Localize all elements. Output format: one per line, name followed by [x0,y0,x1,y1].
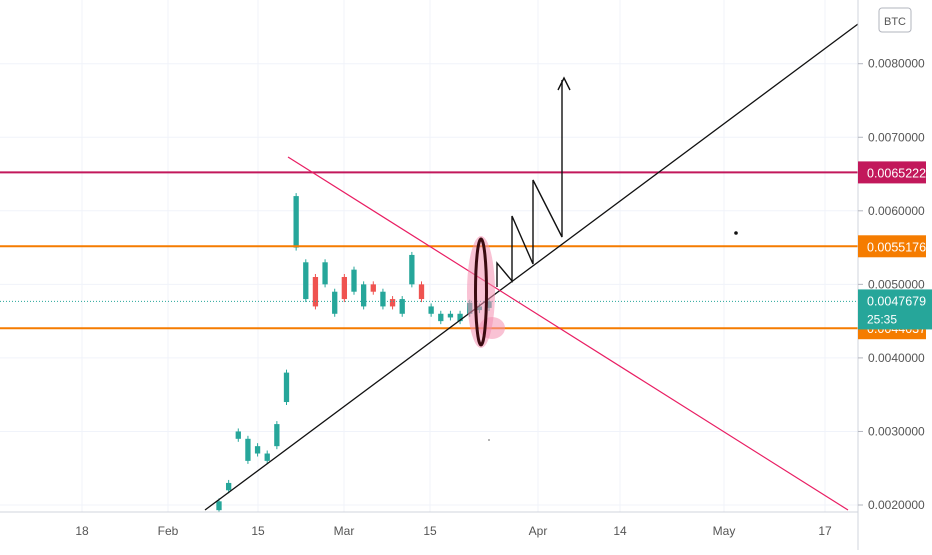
currency-label: BTC [884,16,906,28]
candle [457,313,463,322]
projection-arrow-head [557,76,571,91]
candle [283,372,290,403]
candle [312,277,319,307]
x-axis: 18 Feb 15 Mar 15 Apr 14 May 17 [0,511,932,550]
candle [293,196,299,248]
candle [351,269,357,292]
marker-dot-faint [488,439,490,441]
highlight-ellipse [474,237,488,347]
y-tick-label: 0.0060000 [868,204,925,218]
candle [245,438,251,461]
y-tick-label: 0.0030000 [868,424,925,438]
y-tick-label: 0.0080000 [868,57,925,71]
y-tick-label: 0.0050000 [868,277,925,291]
x-tick-label: 17 [818,524,832,538]
candle [438,313,444,322]
y-tick-label: 0.0020000 [868,498,925,512]
currency-badge-box[interactable] [878,7,912,33]
last-price-badge [858,289,932,330]
candle [341,277,348,300]
projection-arrow [496,80,563,287]
marker-dot [734,231,738,235]
candle [332,291,338,314]
currency-badge[interactable]: BTC [878,7,912,33]
price-label-text: 0.0065222 [867,166,926,180]
y-tick-label: 0.0040000 [868,351,925,365]
candle [428,306,434,314]
countdown-text: 25:35 [867,312,897,326]
candle [225,482,232,491]
candle [370,284,376,292]
candle [409,254,415,285]
candle [418,284,425,300]
candle [216,501,222,511]
x-tick-label: Mar [334,524,355,538]
price-label-box [858,235,926,258]
x-tick-label: 15 [423,524,437,538]
candle [389,299,396,307]
x-tick-label: 14 [613,524,627,538]
candle [235,431,241,439]
x-tick-label: 18 [75,524,89,538]
candle [274,424,280,447]
y-axis: 0.0020000 0.0030000 0.0040000 0.0050000 0.00… [857,0,932,550]
candle [264,453,270,461]
candle [399,299,405,314]
candle [303,262,309,300]
x-tick-label: May [713,524,736,538]
x-tick-label: 15 [251,524,265,538]
x-tick-label: Feb [158,524,179,538]
descending-trendline [287,156,849,511]
price-label-text: 0.0055176 [867,240,926,254]
price-labels: 0.00652220.00551760.00440370.004767925:3… [858,161,932,340]
y-tick-label: 0.0070000 [868,130,925,144]
y-axis-background [858,0,932,550]
ascending-trendline [204,23,859,511]
candle [380,291,386,307]
last-price-text: 0.0047679 [867,294,926,308]
x-tick-label: Apr [529,524,548,538]
price-series [216,193,492,514]
x-axis-background [0,512,932,550]
price-label-box [858,161,926,184]
candle [360,284,367,307]
candle [322,262,328,285]
candle [447,313,454,318]
trendline-drawings [204,23,859,511]
candle [254,446,261,454]
grid [0,0,858,512]
